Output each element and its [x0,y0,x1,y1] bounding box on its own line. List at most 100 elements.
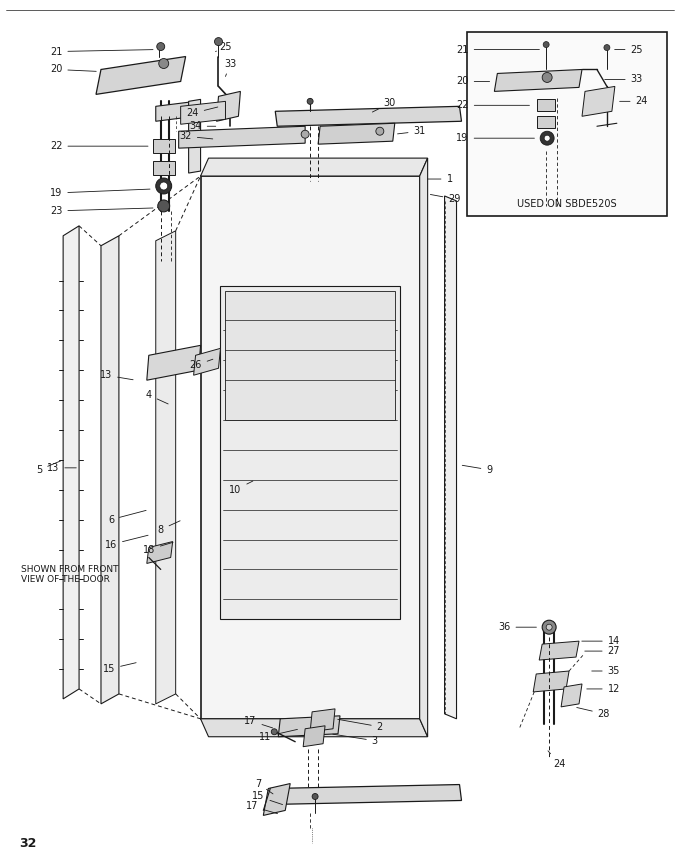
Text: 5: 5 [36,461,61,475]
Polygon shape [303,726,325,746]
Text: 33: 33 [605,75,643,84]
Polygon shape [420,158,428,737]
Bar [153,161,175,175]
Circle shape [312,794,318,800]
Text: 24: 24 [186,107,218,119]
Polygon shape [147,541,173,564]
Text: 15: 15 [252,791,283,805]
Text: 22: 22 [50,141,148,151]
Text: 27: 27 [585,646,620,656]
Bar [153,139,175,153]
Text: 21: 21 [50,46,153,57]
Text: 30: 30 [373,98,396,112]
Circle shape [214,38,222,46]
Polygon shape [156,101,196,121]
Text: 26: 26 [190,359,213,370]
Text: 13: 13 [47,463,76,472]
Circle shape [542,72,552,82]
Text: 8: 8 [158,521,180,534]
Text: 32: 32 [180,131,213,141]
Circle shape [301,131,309,138]
Text: 14: 14 [582,637,620,646]
Text: 35: 35 [592,666,620,676]
Circle shape [540,131,554,145]
Text: 25: 25 [216,41,232,52]
Circle shape [544,135,550,141]
Circle shape [604,45,610,51]
Polygon shape [216,91,241,121]
Text: SHOWN FROM FRONT
VIEW OF THE DOOR: SHOWN FROM FRONT VIEW OF THE DOOR [21,564,119,584]
Polygon shape [220,285,400,619]
Text: 4: 4 [146,390,168,404]
Text: 3: 3 [333,734,378,746]
Text: 23: 23 [50,206,153,216]
Circle shape [157,43,165,51]
Polygon shape [561,684,582,707]
Text: 9: 9 [462,465,492,475]
Polygon shape [201,719,428,737]
Circle shape [158,200,170,212]
Text: 16: 16 [105,535,148,550]
Text: 18: 18 [143,542,173,555]
Polygon shape [188,100,201,173]
Circle shape [156,178,171,194]
Text: 15: 15 [103,662,136,674]
Circle shape [271,728,277,734]
Circle shape [543,41,549,47]
Polygon shape [263,783,290,815]
Polygon shape [156,231,175,704]
Text: 29: 29 [430,194,461,204]
Polygon shape [310,709,335,732]
Polygon shape [201,176,420,719]
Text: 1: 1 [428,174,453,184]
Bar [467,32,666,216]
Circle shape [546,624,552,631]
Text: 34: 34 [190,121,216,131]
Polygon shape [63,226,79,699]
Polygon shape [96,57,186,94]
Polygon shape [201,158,428,176]
Polygon shape [539,641,579,660]
Text: 13: 13 [100,370,133,381]
Text: 33: 33 [224,58,237,76]
Text: 10: 10 [229,481,253,495]
Text: 11: 11 [259,729,297,741]
Polygon shape [494,70,582,91]
Text: 17: 17 [244,716,273,728]
Circle shape [542,620,556,634]
Polygon shape [582,87,615,116]
Text: 12: 12 [587,684,620,694]
Polygon shape [278,716,340,737]
Circle shape [376,127,384,135]
Text: 22: 22 [456,101,530,110]
Text: USED ON SBDE520S: USED ON SBDE520S [517,199,617,209]
Polygon shape [179,126,305,148]
Bar [226,290,395,420]
Polygon shape [533,671,569,691]
Polygon shape [101,235,119,704]
Text: 32: 32 [19,837,37,850]
Text: 24: 24 [619,96,648,107]
Text: 20: 20 [50,64,96,75]
Polygon shape [270,784,462,805]
Text: 24: 24 [548,751,565,769]
Circle shape [158,58,169,69]
Text: 31: 31 [398,126,426,137]
Polygon shape [445,196,456,719]
Bar [537,100,555,112]
Text: 2: 2 [338,719,383,732]
Polygon shape [275,107,462,126]
Bar [537,116,555,128]
Text: 17: 17 [246,801,277,813]
Text: 19: 19 [50,188,150,198]
Text: 28: 28 [577,708,610,719]
Text: 6: 6 [108,510,146,525]
Polygon shape [194,349,220,375]
Polygon shape [181,101,226,125]
Polygon shape [147,345,201,381]
Text: 36: 36 [498,622,537,632]
Circle shape [160,182,168,190]
Text: 20: 20 [456,76,490,87]
Polygon shape [318,123,395,144]
Text: 25: 25 [615,45,643,55]
